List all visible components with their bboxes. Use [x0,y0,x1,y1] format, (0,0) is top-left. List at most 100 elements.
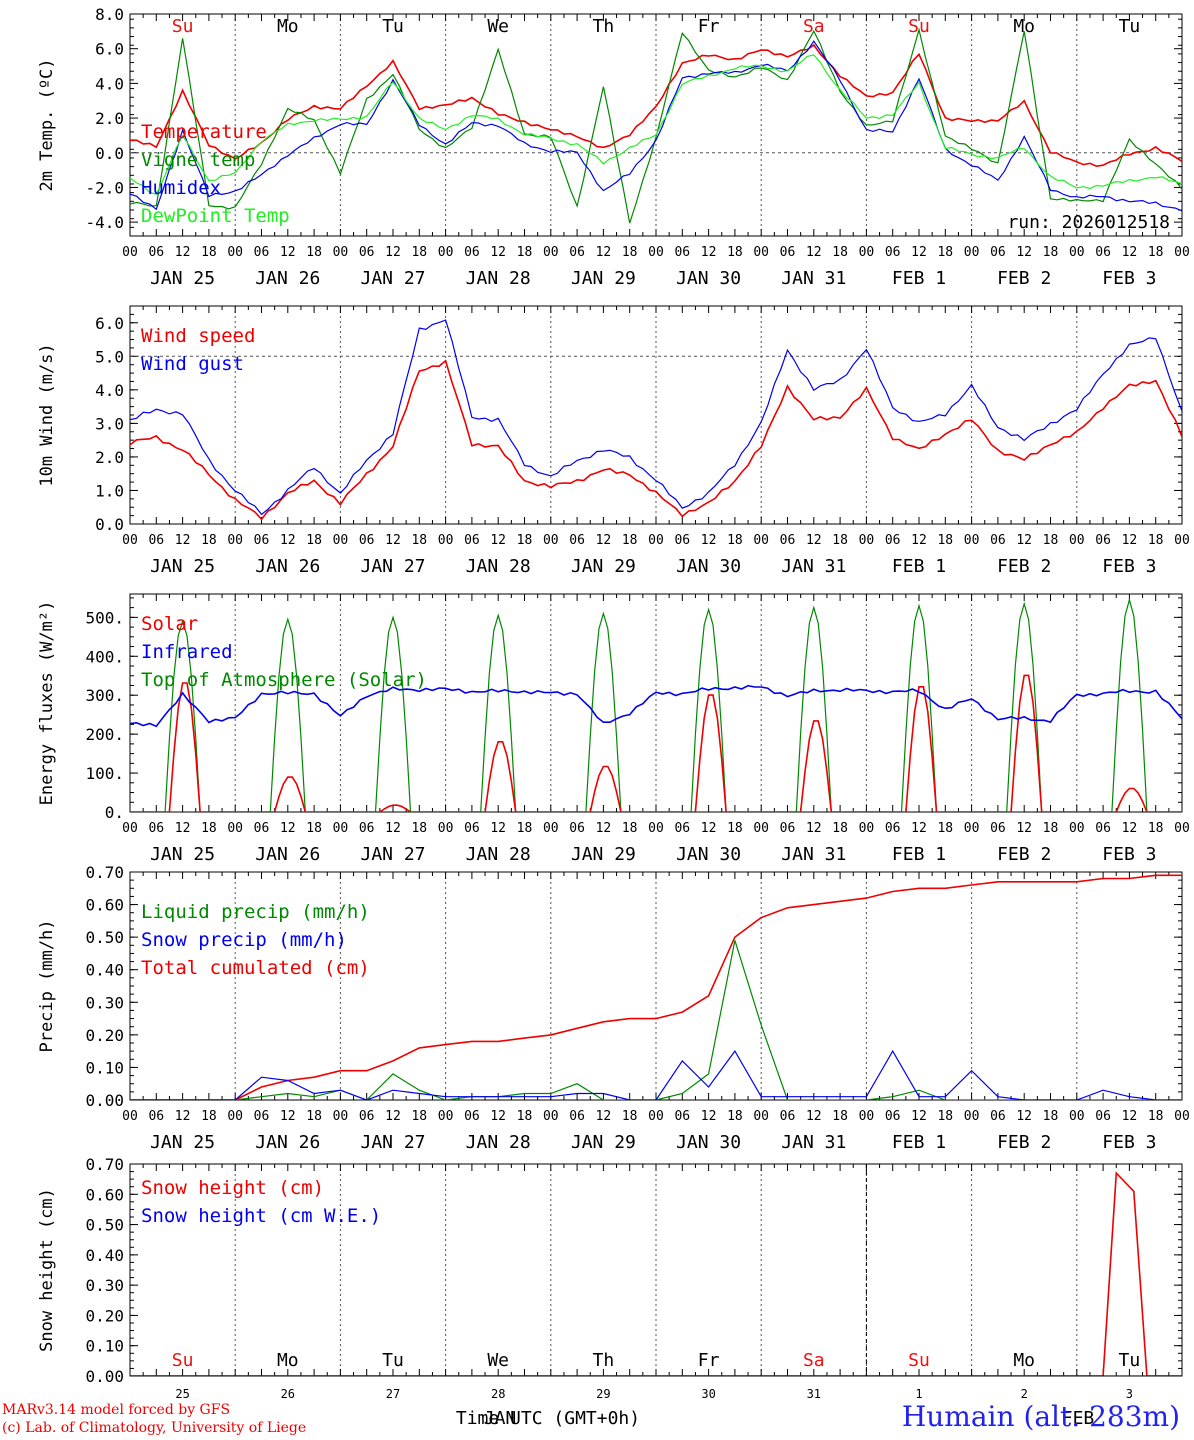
hour-tick-label: 18 [727,533,743,548]
y-tick-label: 2.0 [95,448,124,467]
hour-tick-label: 12 [911,821,927,836]
hour-tick-label: 06 [148,533,164,548]
hour-tick-label: 06 [990,821,1006,836]
y-tick-label: 0.00 [85,1091,124,1110]
hour-tick-label: 00 [543,1109,559,1124]
hour-tick-label: 12 [1122,245,1138,260]
hour-tick-label: 00 [122,245,138,260]
hour-tick-label: 12 [1122,533,1138,548]
hour-tick-label: 06 [359,533,375,548]
hour-tick-label: 00 [1069,821,1085,836]
date-label: FEB 3 [1102,844,1156,865]
day-number: 3 [1126,1387,1133,1401]
day-number: 30 [701,1387,715,1401]
hour-tick-label: 06 [464,533,480,548]
weekday-label: Sa [803,1350,825,1371]
weekday-label: Tu [1119,1350,1141,1371]
hour-tick-label: 00 [859,821,875,836]
hour-tick-label: 18 [1043,245,1059,260]
series-snow-precip-mm-h- [130,1049,1182,1100]
weekday-label: Mo [277,1350,299,1371]
date-label: FEB 1 [892,844,946,865]
date-label: JAN 29 [571,1132,636,1153]
hour-tick-label: 06 [1095,821,1111,836]
day-number: 2 [1021,1387,1028,1401]
date-label: JAN 28 [466,556,531,577]
legend-entry: Solar [141,613,198,635]
series-group [130,319,1182,521]
hour-tick-label: 12 [280,1109,296,1124]
hour-tick-label: 12 [911,245,927,260]
hour-tick-label: 00 [333,533,349,548]
y-tick-label: 0.10 [85,1058,124,1077]
x-axis-label: Time UTC (GMT+0h) [456,1408,640,1429]
date-label: FEB 3 [1102,556,1156,577]
date-label: JAN 31 [781,844,846,865]
date-label: JAN 28 [466,844,531,865]
y-tick-label: 0.50 [85,928,124,947]
date-label: JAN 27 [360,1132,425,1153]
legend-entry: Snow height (cm W.E.) [141,1205,381,1227]
hour-tick-label: 18 [937,533,953,548]
weekday-label: Mo [1013,1350,1035,1371]
hour-tick-label: 00 [964,1109,980,1124]
hour-tick-label: 00 [753,821,769,836]
y-tick-label: 3.0 [95,414,124,433]
hour-tick-label: 12 [701,245,717,260]
hour-tick-label: 12 [596,821,612,836]
y-axis-label: Precip (mm/h) [37,919,57,1052]
hour-tick-label: 18 [1148,245,1164,260]
hour-tick-label: 18 [832,821,848,836]
day-number: 28 [491,1387,505,1401]
hour-tick-label: 00 [122,821,138,836]
y-tick-label: 2.0 [95,109,124,128]
weekday-label: Th [593,1350,615,1371]
hour-tick-label: 18 [517,245,533,260]
legend-entry: Total cumulated (cm) [141,957,370,979]
series-group [130,1171,1182,1376]
date-label: JAN 27 [360,268,425,289]
hour-tick-label: 18 [1043,821,1059,836]
panel-2: 0.0 1.0 2.0 3.0 4.0 5.0 6.0 10m Wind (m/s) Wind … [37,305,1190,577]
legend-entry: Temperature [141,121,267,143]
hour-tick-label: 00 [438,1109,454,1124]
hour-tick-label: 06 [569,821,585,836]
hour-tick-label: 12 [175,1109,191,1124]
weekday-label: Th [593,16,615,37]
hour-tick-label: 18 [411,245,427,260]
y-tick-label: 0.60 [85,1185,124,1204]
panel-3: 0. 100. 200. 300. 400. 500. Energy fluxes (W/m… [37,593,1190,865]
hour-tick-label: 12 [1016,821,1032,836]
hour-tick-label: 12 [490,533,506,548]
date-label: JAN 28 [466,268,531,289]
hour-tick-label: 00 [333,245,349,260]
hour-tick-label: 06 [674,245,690,260]
date-label: JAN 29 [571,844,636,865]
series-total-cumulated-cm- [130,874,1182,1100]
y-tick-label: 0.20 [85,1026,124,1045]
y-axis-label: Snow height (cm) [37,1188,57,1352]
hour-tick-label: 18 [201,1109,217,1124]
hour-tick-label: 12 [1016,533,1032,548]
legend-entry: Snow precip (mm/h) [141,929,347,951]
hour-tick-label: 18 [201,245,217,260]
hour-tick-label: 06 [464,1109,480,1124]
hour-tick-label: 00 [964,245,980,260]
hour-tick-label: 06 [1095,533,1111,548]
date-label: FEB 3 [1102,268,1156,289]
y-tick-label: 5.0 [95,347,124,366]
legend-entry: Humidex [141,177,221,199]
hour-tick-label: 18 [201,533,217,548]
weekday-label: Su [172,1350,194,1371]
hour-tick-label: 18 [727,1109,743,1124]
hour-tick-label: 18 [517,821,533,836]
weekday-label: Mo [1013,16,1035,37]
month-label-feb: FEB [1062,1408,1095,1429]
hour-tick-label: 06 [990,245,1006,260]
hour-tick-label: 00 [1069,245,1085,260]
date-label: JAN 27 [360,844,425,865]
y-tick-label: 0.20 [85,1306,124,1325]
y-tick-label: 0.30 [85,1276,124,1295]
day-number: 27 [386,1387,400,1401]
